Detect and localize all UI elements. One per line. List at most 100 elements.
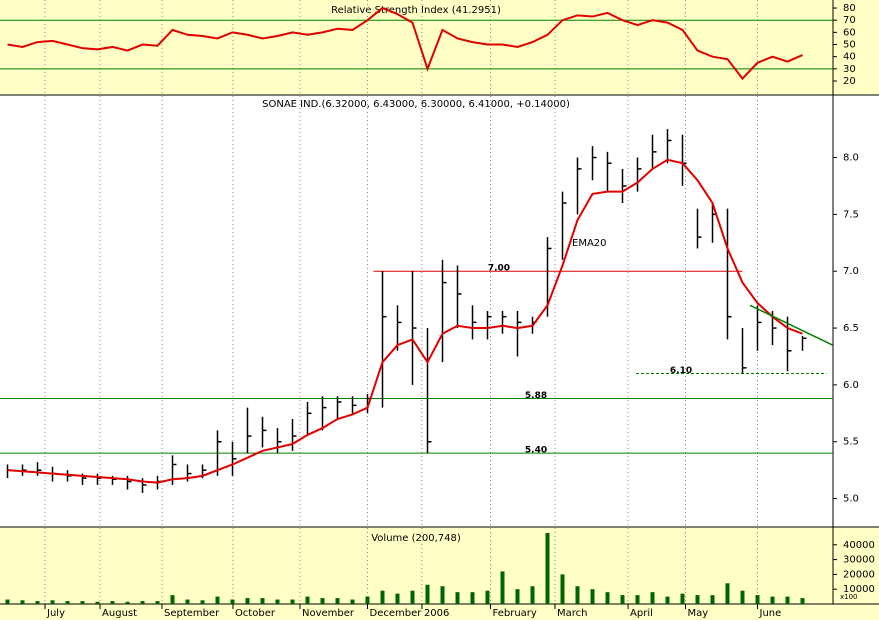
volume-bar xyxy=(275,599,280,604)
reference-label: 6.10 xyxy=(670,366,692,376)
volume-bar xyxy=(65,601,70,604)
volume-bar xyxy=(680,593,685,604)
volume-bar xyxy=(320,598,325,604)
volume-bar xyxy=(260,598,265,604)
volume-bar xyxy=(410,590,415,604)
y-tick-label: 5.5 xyxy=(843,437,859,448)
volume-bar xyxy=(425,584,430,604)
volume-bar xyxy=(365,596,370,604)
x-tick-label: September xyxy=(164,608,220,619)
y-tick-label: 40000 xyxy=(843,540,875,551)
volume-bar xyxy=(455,592,460,604)
y-tick-label: 30000 xyxy=(843,555,875,566)
reference-label: 7.00 xyxy=(488,264,510,274)
volume-bar xyxy=(485,590,490,604)
volume-bar xyxy=(665,596,670,604)
x-tick-label: March xyxy=(557,608,587,619)
volume-bar xyxy=(575,586,580,604)
x-tick-label: July xyxy=(46,608,65,619)
volume-bar xyxy=(440,586,445,604)
volume-bar xyxy=(605,592,610,604)
panel-background xyxy=(0,0,879,95)
volume-bar xyxy=(770,596,775,604)
y-tick-label: 30 xyxy=(843,64,856,75)
volume-bar xyxy=(170,595,175,604)
ema-line xyxy=(7,158,803,484)
volume-bar xyxy=(50,600,55,604)
panel-background xyxy=(0,527,879,604)
volume-bar xyxy=(620,595,625,604)
volume-bar xyxy=(95,601,100,604)
y-tick-label: 6.0 xyxy=(843,380,859,391)
x-tick-label: October xyxy=(235,608,276,619)
volume-bar xyxy=(350,599,355,604)
y-tick-label: 20 xyxy=(843,76,856,87)
rsi-line xyxy=(7,6,803,81)
volume-bar xyxy=(35,601,40,604)
x-axis-background xyxy=(0,604,879,620)
volume-bar xyxy=(740,590,745,604)
y-tick-label: 80 xyxy=(843,3,856,14)
x-tick-label: December xyxy=(370,608,423,619)
volume-bar xyxy=(230,599,235,604)
volume-bar xyxy=(650,592,655,604)
y-tick-label: 10000 xyxy=(843,584,875,595)
x-tick-label: 2006 xyxy=(424,608,449,619)
x-tick-label: June xyxy=(759,608,782,619)
volume-unit: x100 xyxy=(840,593,858,601)
volume-bar xyxy=(140,601,145,604)
y-tick-label: 40 xyxy=(843,52,856,63)
y-tick-label: 5.0 xyxy=(843,494,859,505)
series-label: EMA20 xyxy=(572,238,607,249)
volume-bar xyxy=(305,596,310,604)
volume-bar xyxy=(185,599,190,604)
volume-bar xyxy=(245,598,250,604)
volume-title: Volume (200,748) xyxy=(371,533,461,544)
y-tick-label: 20000 xyxy=(843,569,875,580)
volume-bar xyxy=(5,599,10,604)
trend-line xyxy=(749,304,833,346)
rsi-title: Relative Strength Index (41.2951) xyxy=(331,5,501,16)
price-title: SONAE IND.(6.32000, 6.43000, 6.30000, 6.… xyxy=(262,99,570,110)
volume-bar xyxy=(155,601,160,604)
y-tick-label: 7.5 xyxy=(843,209,859,220)
y-tick-label: 8.0 xyxy=(843,153,859,164)
volume-bar xyxy=(215,596,220,604)
volume-bar xyxy=(470,592,475,604)
volume-bar xyxy=(290,599,295,604)
x-tick-label: February xyxy=(493,608,537,619)
volume-bar xyxy=(380,590,385,604)
y-tick-label: 60 xyxy=(843,27,856,38)
volume-bar xyxy=(590,589,595,604)
volume-bar xyxy=(395,593,400,604)
y-tick-label: 70 xyxy=(843,15,856,26)
volume-bar xyxy=(125,601,130,604)
x-tick-label: May xyxy=(688,608,709,619)
volume-bar xyxy=(515,589,520,604)
volume-bar xyxy=(500,571,505,604)
x-tick-label: April xyxy=(630,608,653,619)
volume-bar xyxy=(725,583,730,604)
x-tick-label: November xyxy=(302,608,355,619)
y-tick-label: 50 xyxy=(843,40,856,51)
y-tick-label: 6.5 xyxy=(843,323,859,334)
volume-bar xyxy=(800,598,805,604)
volume-bar xyxy=(80,601,85,604)
reference-label: 5.40 xyxy=(525,446,547,456)
reference-label: 5.88 xyxy=(525,391,547,401)
x-tick-label: August xyxy=(102,608,137,619)
volume-bar xyxy=(755,595,760,604)
volume-bar xyxy=(695,595,700,604)
y-tick-label: 7.0 xyxy=(843,266,859,277)
volume-bar xyxy=(710,595,715,604)
volume-bar xyxy=(635,595,640,604)
volume-bar xyxy=(560,574,565,604)
panel-background xyxy=(0,95,879,527)
volume-bar xyxy=(20,600,25,604)
volume-bar xyxy=(110,601,115,604)
volume-bar xyxy=(545,532,550,604)
volume-bar xyxy=(335,598,340,604)
volume-bar xyxy=(200,600,205,604)
volume-bar xyxy=(785,596,790,604)
